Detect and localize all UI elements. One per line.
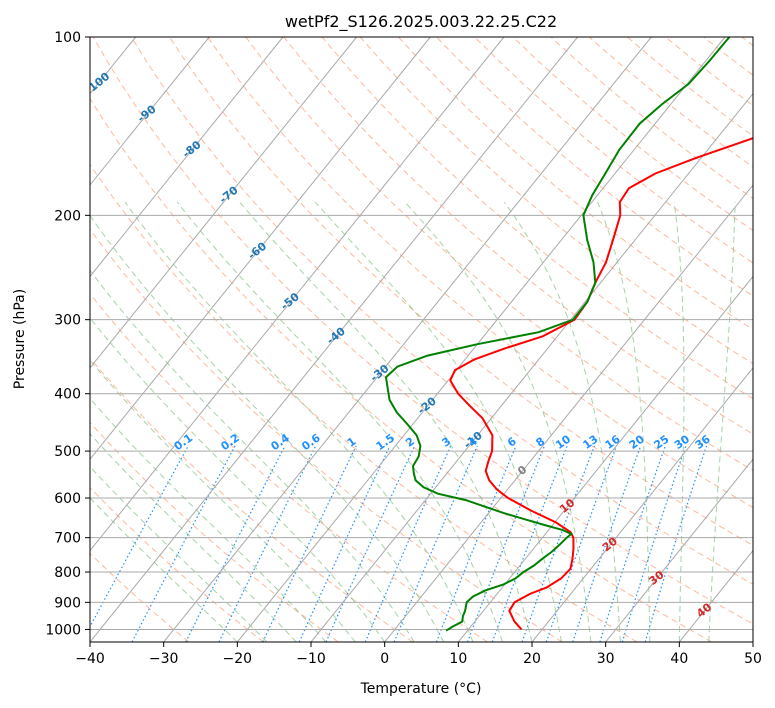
moist-adiabat xyxy=(90,214,445,642)
moist-adiabat xyxy=(90,465,268,642)
isotherm-line xyxy=(457,275,753,642)
y-tick-label: 800 xyxy=(54,565,81,581)
moist-adiabat xyxy=(90,432,297,642)
mixing-ratio-line xyxy=(262,445,357,642)
mixing-ratio-line xyxy=(218,445,317,642)
mixing-ratio-line xyxy=(491,445,568,642)
y-tick-label: 400 xyxy=(54,387,81,403)
sounding-profiles xyxy=(384,37,753,632)
dry-adiabat xyxy=(436,37,753,297)
y-tick-label: 1000 xyxy=(45,622,81,638)
isotherm-line xyxy=(90,37,358,369)
mixing-ratio-line xyxy=(572,445,642,642)
isotherm-line xyxy=(310,92,753,642)
moist-adiabat xyxy=(124,201,474,642)
x-tick-label: 20 xyxy=(523,651,541,667)
y-tick-label: 700 xyxy=(54,531,81,547)
moist-adiabat xyxy=(90,359,356,642)
moist-adiabat xyxy=(90,317,386,642)
mixing-ratio-line xyxy=(185,445,286,642)
background-lines xyxy=(90,37,753,642)
x-tick-label: −20 xyxy=(223,651,253,667)
y-axis-title: Pressure (hPa) xyxy=(12,289,28,389)
x-tick-label: −40 xyxy=(75,651,105,667)
dry-adiabat xyxy=(90,163,638,642)
x-tick-label: 50 xyxy=(744,651,762,667)
isotherm-line xyxy=(90,37,431,461)
mixing-ratio-line xyxy=(521,445,596,642)
moist-adiabat xyxy=(708,202,736,642)
moist-adiabat xyxy=(90,397,327,642)
plot-frame xyxy=(89,36,754,643)
isotherm-line xyxy=(90,37,505,552)
dry-adiabat xyxy=(90,421,339,642)
isotherm-line xyxy=(236,37,726,642)
isotherm-line xyxy=(90,37,284,278)
x-tick-label: 30 xyxy=(597,651,615,667)
y-tick-label: 500 xyxy=(54,444,81,460)
isotherm-line xyxy=(163,37,652,642)
mixing-ratio-line xyxy=(621,445,687,642)
dewpoint-line xyxy=(384,37,731,632)
x-tick-label: 10 xyxy=(449,651,467,667)
x-tick-label: 40 xyxy=(670,651,688,667)
y-tick-label: 300 xyxy=(54,313,81,329)
dry-adiabat xyxy=(90,552,190,642)
x-axis-ticks: −40 −30 −20 −10 0 10 20 30 40 50 xyxy=(75,642,762,667)
x-tick-label: −30 xyxy=(149,651,179,667)
moist-adiabat xyxy=(90,269,415,642)
isotherm-line xyxy=(90,37,579,642)
isotherm-line xyxy=(605,458,753,642)
y-axis-ticks: 1000 900 800 700 600 500 400 300 200 100 xyxy=(45,30,90,638)
isotherm-line xyxy=(384,184,753,642)
mixing-ratio-line xyxy=(466,445,546,642)
y-tick-label: 200 xyxy=(54,208,81,224)
isotherm-lines xyxy=(90,37,753,642)
dry-adiabat xyxy=(90,97,712,642)
pressure-gridlines xyxy=(90,37,753,630)
dry-adiabat xyxy=(90,293,488,642)
plot-background xyxy=(90,37,753,642)
dry-adiabat xyxy=(92,37,753,625)
mixing-ratio-line xyxy=(545,445,618,642)
dry-adiabat xyxy=(398,37,753,331)
x-tick-label: −10 xyxy=(296,651,326,667)
moist-adiabat xyxy=(673,202,685,642)
moist-adiabat xyxy=(597,201,651,642)
dry-adiabat xyxy=(130,37,753,585)
isotherm-line xyxy=(90,37,210,186)
y-tick-label: 100 xyxy=(54,30,81,46)
dry-adiabat xyxy=(90,228,563,642)
isotherm-line xyxy=(531,367,753,642)
temperature-line xyxy=(449,137,753,631)
x-tick-label: 0 xyxy=(380,651,389,667)
mixing-ratio-line xyxy=(393,445,478,642)
dry-adiabat xyxy=(359,37,753,365)
y-tick-label: 900 xyxy=(54,595,81,611)
chart-title: wetPf2_S126.2025.003.22.25.C22 xyxy=(285,12,557,32)
mixing-ratio-line xyxy=(599,445,666,642)
y-tick-label: 600 xyxy=(54,491,81,507)
moist-adiabat xyxy=(90,497,238,642)
mixing-ratio-line xyxy=(644,445,708,642)
x-axis-title: Temperature (°C) xyxy=(360,681,482,697)
moist-adiabat xyxy=(314,201,562,642)
